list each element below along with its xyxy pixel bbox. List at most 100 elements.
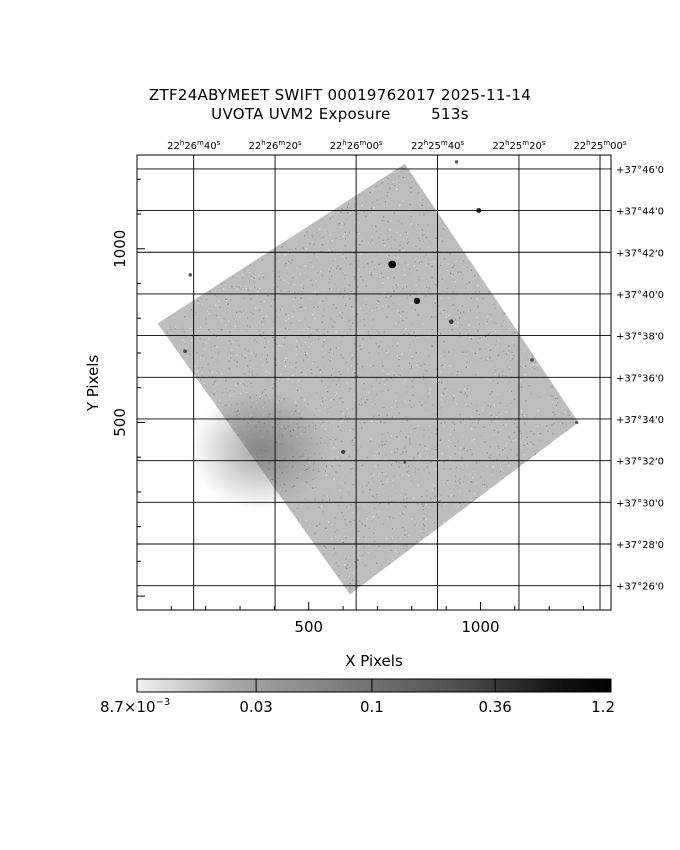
noise-pixel: [335, 237, 337, 240]
noise-pixel: [394, 468, 396, 470]
noise-pixel: [434, 208, 436, 210]
noise-pixel: [342, 356, 344, 358]
noise-pixel: [331, 250, 333, 252]
noise-pixel: [299, 267, 301, 269]
noise-pixel: [472, 350, 474, 352]
noise-pixel: [495, 340, 497, 342]
noise-pixel: [330, 318, 332, 320]
noise-pixel: [325, 250, 327, 252]
noise-pixel: [511, 441, 513, 443]
noise-pixel: [474, 442, 476, 444]
noise-pixel: [336, 392, 338, 394]
noise-pixel: [312, 236, 314, 238]
noise-pixel: [346, 566, 348, 568]
noise-pixel: [284, 377, 286, 380]
noise-pixel: [460, 484, 462, 486]
noise-pixel: [474, 483, 477, 485]
noise-pixel: [562, 412, 564, 414]
noise-pixel: [456, 466, 458, 468]
noise-pixel: [365, 570, 368, 572]
noise-pixel: [422, 189, 424, 191]
noise-pixel: [361, 302, 363, 304]
noise-pixel: [479, 348, 481, 350]
noise-pixel: [429, 334, 431, 336]
noise-pixel: [404, 401, 406, 403]
noise-pixel: [425, 264, 427, 267]
noise-pixel: [453, 395, 455, 397]
noise-pixel: [379, 382, 381, 384]
noise-pixel: [261, 258, 263, 261]
noise-pixel: [341, 512, 343, 514]
noise-pixel: [520, 366, 522, 368]
noise-pixel: [185, 347, 187, 349]
noise-pixel: [221, 300, 223, 302]
noise-pixel: [541, 368, 543, 370]
noise-pixel: [310, 515, 312, 517]
noise-pixel: [367, 437, 369, 440]
noise-pixel: [377, 302, 379, 304]
noise-pixel: [302, 361, 304, 363]
noise-pixel: [197, 302, 199, 304]
noise-pixel: [460, 421, 462, 423]
noise-pixel: [250, 352, 252, 354]
noise-pixel: [363, 504, 365, 506]
noise-pixel: [527, 416, 529, 418]
noise-pixel: [470, 419, 472, 421]
noise-pixel: [316, 329, 318, 331]
noise-pixel: [453, 397, 455, 399]
noise-pixel: [248, 371, 250, 373]
noise-pixel: [387, 515, 389, 517]
noise-pixel: [460, 445, 463, 447]
noise-pixel: [466, 305, 468, 307]
noise-pixel: [350, 398, 352, 400]
noise-pixel: [449, 511, 452, 513]
noise-pixel: [332, 304, 334, 306]
noise-pixel: [378, 505, 380, 507]
noise-pixel: [357, 321, 359, 323]
noise-pixel: [541, 440, 543, 442]
noise-pixel: [520, 432, 523, 435]
noise-pixel: [223, 288, 225, 290]
noise-pixel: [185, 311, 187, 313]
noise-pixel: [265, 371, 267, 373]
noise-pixel: [478, 417, 480, 419]
noise-pixel: [487, 405, 489, 407]
noise-pixel: [526, 414, 528, 416]
noise-pixel: [262, 324, 264, 326]
noise-pixel: [174, 328, 176, 330]
noise-pixel: [459, 451, 461, 454]
noise-pixel: [439, 236, 441, 238]
noise-pixel: [404, 534, 406, 536]
noise-pixel: [467, 350, 469, 352]
noise-pixel: [406, 297, 408, 299]
noise-pixel: [506, 405, 508, 407]
noise-pixel: [459, 356, 461, 358]
noise-pixel: [462, 444, 464, 446]
noise-pixel: [315, 280, 317, 282]
noise-pixel: [449, 488, 452, 490]
noise-pixel: [402, 527, 404, 529]
noise-pixel: [442, 383, 444, 385]
noise-pixel: [441, 382, 443, 384]
noise-pixel: [322, 289, 324, 291]
noise-pixel: [469, 490, 471, 492]
noise-pixel: [339, 318, 341, 320]
noise-pixel: [285, 365, 287, 367]
noise-pixel: [344, 482, 346, 484]
noise-pixel: [540, 444, 542, 446]
noise-pixel: [413, 265, 415, 267]
noise-pixel: [449, 468, 451, 470]
noise-pixel: [361, 341, 363, 343]
noise-pixel: [391, 528, 394, 530]
noise-pixel: [460, 391, 462, 393]
noise-pixel: [503, 320, 505, 322]
noise-pixel: [295, 361, 297, 364]
noise-pixel: [228, 340, 231, 342]
noise-pixel: [327, 487, 329, 489]
noise-pixel: [318, 336, 320, 338]
noise-pixel: [452, 387, 454, 389]
noise-pixel: [403, 237, 405, 239]
noise-pixel: [422, 376, 424, 378]
noise-pixel: [249, 366, 251, 368]
